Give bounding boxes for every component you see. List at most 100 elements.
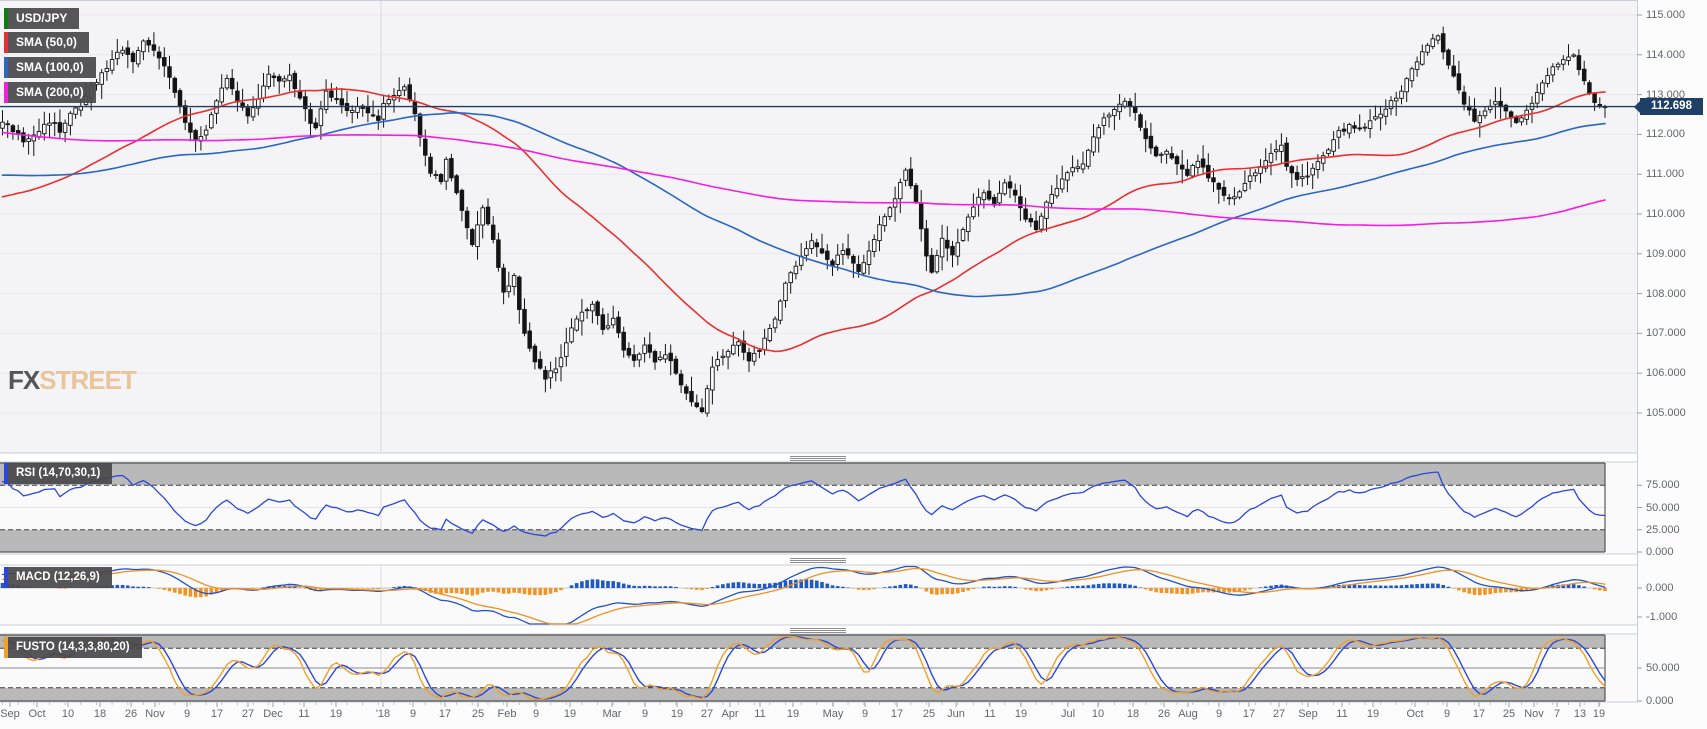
sma200-label: SMA (200,0) [16,85,84,99]
price-tick-label: 108.000 [1646,287,1686,300]
sma200-stripe-icon [4,82,8,103]
date-tick-label: 10 [1091,708,1105,720]
symbol-stripe-icon [4,8,8,29]
date-tick-label: 19 [563,708,577,720]
date-tick-label: 9 [532,708,540,720]
sma50-label: SMA (50,0) [16,35,77,49]
sma100-label: SMA (100,0) [16,60,84,74]
date-tick-label: 11 [298,708,310,720]
date-tick-label: 26 [124,708,138,720]
stoch-tick-label: 50.000 [1646,662,1680,674]
macd-signal-line [1,567,1606,625]
date-tick-label: Sep [1298,708,1318,720]
rsi-stripe-icon [4,463,8,484]
legend-item-symbol[interactable]: USD/JPY [4,8,80,29]
date-tick-label: Nov [145,708,165,720]
rsi-label: RSI (14,70,30,1) [16,467,101,479]
panel-splitter-handle[interactable] [790,626,846,635]
date-tick-label: 26 [1157,708,1171,720]
macd-panel-label[interactable]: MACD (12,26,9) [4,567,112,588]
last-price-value: 112.698 [1651,100,1692,113]
date-tick-label: 27 [241,708,255,720]
date-tick-label: May [822,708,844,720]
macd-tick-label: -1.000 [1646,611,1678,623]
price-tick-label: 111.000 [1646,168,1685,181]
rsi-tick-label: 50.000 [1646,501,1680,514]
sma-100-line [1,112,1606,298]
sma50-stripe-icon [4,32,8,53]
fxstreet-watermark: FXSTREET [8,365,137,396]
date-tick-label: 7 [1553,708,1561,720]
rsi-tick-label: 25.000 [1646,523,1680,536]
stoch-label: FUSTO (14,3,3,80,20) [16,641,130,653]
date-tick-label: Jul [1060,708,1076,720]
stoch-stripe-icon [4,637,8,658]
stoch-panel-label[interactable]: FUSTO (14,3,3,80,20) [4,637,142,658]
date-tick-label: 11 [984,708,996,720]
date-tick-label: Jun [947,708,965,720]
date-tick-label: Oct [1406,708,1424,720]
stoch-tick-label: 0.000 [1646,695,1674,707]
date-tick-label: Mar [602,708,622,720]
watermark-fx: FX [8,365,40,395]
stoch-d-line [1,635,1606,700]
date-tick-label: 17 [210,708,224,720]
date-tick-label: 19 [1014,708,1028,720]
date-tick-label: Sep [0,708,20,720]
legend-item-sma200[interactable]: SMA (200,0) [4,82,96,103]
sma-50-line [1,88,1606,353]
date-tick-label: 9 [1443,708,1451,720]
date-tick-label: 9 [409,708,417,720]
price-tick-label: 114.000 [1646,48,1685,61]
date-tick-label: 25 [1502,708,1516,720]
date-tick-label: 17 [1242,708,1256,720]
price-tick-label: 109.000 [1646,247,1686,260]
date-tick-label: 18 [1126,708,1140,720]
date-tick-label: 19 [670,708,684,720]
macd-stripe-icon [4,567,8,588]
panel-splitter-handle[interactable] [790,454,846,463]
price-tick-label: 106.000 [1646,367,1686,380]
date-tick-label: 9 [1215,708,1223,720]
symbol-label: USD/JPY [16,11,68,25]
date-tick-label: Aug [1178,708,1198,720]
date-tick-label: 17 [1472,708,1486,720]
macd-line [1,565,1606,625]
rsi-tick-label: 75.000 [1646,479,1680,492]
date-tick-label: 27 [1272,708,1286,720]
price-tick-label: 110.000 [1646,208,1685,220]
rsi-line [1,471,1606,537]
stoch-k-line [1,635,1606,701]
rsi-panel-label[interactable]: RSI (14,70,30,1) [4,463,113,484]
price-tick-label: 113.000 [1646,88,1685,101]
panel-splitter-handle[interactable] [790,556,846,565]
date-tick-label: Nov [1524,708,1544,720]
sma-200-line [1,131,1606,227]
date-tick-label: 9 [861,708,869,720]
badge-arrow-icon [1634,100,1640,113]
date-tick-label: 19 [786,708,800,720]
legend-item-sma50[interactable]: SMA (50,0) [4,32,89,53]
date-tick-label: Dec [263,708,283,720]
date-tick-label: 13 [1573,708,1587,720]
date-tick-label: 27 [700,708,714,720]
date-tick-label: 9 [183,708,191,720]
date-tick-label: 11 [754,708,766,720]
macd-tick-label: 0.000 [1646,582,1674,594]
date-tick-label: 9 [641,708,649,720]
price-tick-label: 105.000 [1646,407,1686,419]
date-tick-label: 19 [329,708,343,720]
date-tick-label: 19 [1366,708,1380,720]
date-tick-label: 17 [890,708,904,720]
date-tick-label: 25 [922,708,936,720]
date-tick-label: Apr [721,708,739,720]
date-tick-label: 11 [1336,708,1348,720]
last-price-badge: 112.698 [1634,98,1703,116]
legend-item-sma100[interactable]: SMA (100,0) [4,57,96,78]
date-tick-label: 25 [471,708,485,720]
price-tick-label: 112.000 [1646,128,1685,141]
price-tick-label: 107.000 [1646,327,1686,340]
macd-label: MACD (12,26,9) [16,571,100,583]
sma100-stripe-icon [4,57,8,78]
